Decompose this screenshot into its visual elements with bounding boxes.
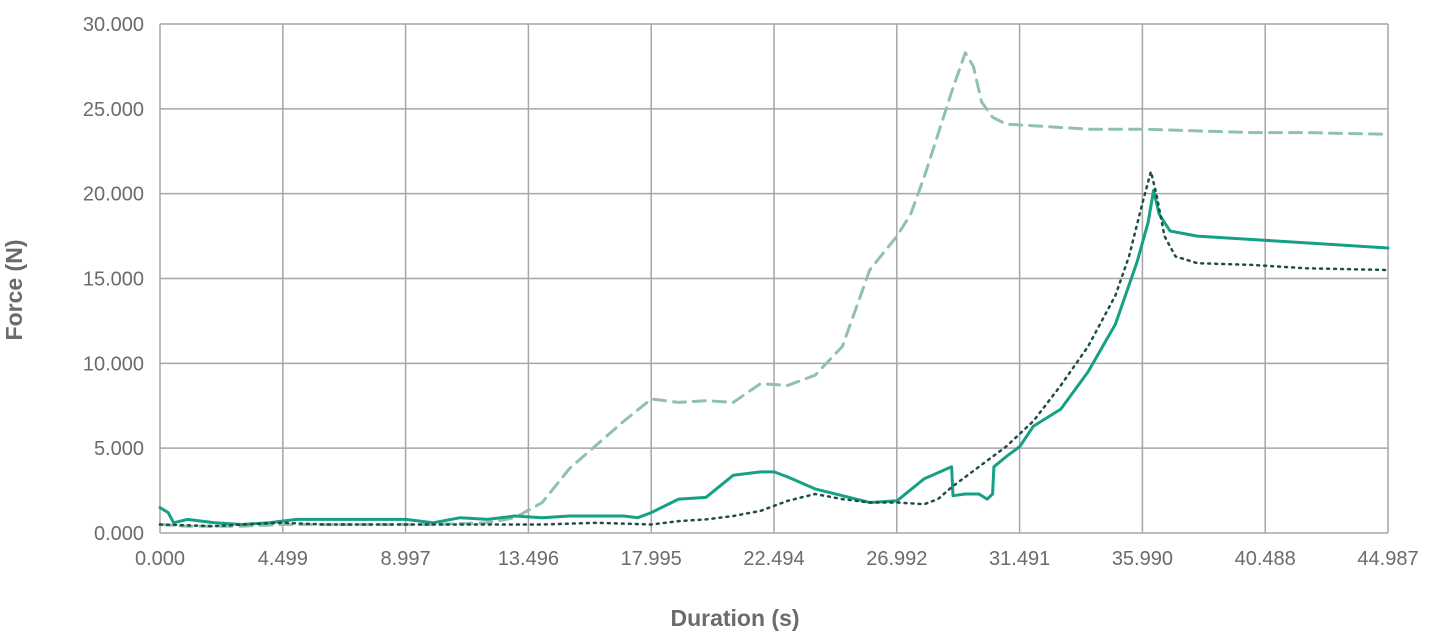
y-tick-label: 0.000: [94, 523, 144, 545]
y-tick-label: 10.000: [83, 353, 144, 375]
x-tick-label: 17.995: [621, 548, 682, 570]
x-tick-label: 8.997: [381, 548, 431, 570]
y-tick-label: 5.000: [94, 438, 144, 460]
x-tick-label: 0.000: [135, 548, 185, 570]
x-tick-label: 4.499: [258, 548, 308, 570]
x-tick-label: 22.494: [743, 548, 804, 570]
x-tick-label: 40.488: [1235, 548, 1296, 570]
series-line-dashed: [158, 51, 1390, 528]
y-axis-title: Force (N): [1, 240, 27, 341]
x-tick-labels: 0.000 4.499 8.997 13.496 17.995 22.494 26.992 3…: [135, 548, 1419, 570]
x-tick-label: 31.491: [989, 548, 1050, 570]
y-tick-label: 15.000: [83, 269, 144, 291]
x-tick-label: 13.496: [498, 548, 559, 570]
x-tick-label: 35.990: [1112, 548, 1173, 570]
series-line-solid: [158, 188, 1390, 526]
x-tick-label: 26.992: [866, 548, 927, 570]
grid: [159, 23, 1389, 534]
y-tick-label: 20.000: [83, 184, 144, 206]
series-lines: [158, 51, 1390, 528]
y-tick-label: 25.000: [83, 99, 144, 121]
series-line-dotted: [158, 170, 1390, 528]
y-tick-labels: 0.000 5.000 10.000 15.000 20.000 25.000 30.000: [83, 14, 144, 545]
x-axis-title: Duration (s): [670, 605, 799, 631]
x-tick-label: 44.987: [1357, 548, 1418, 570]
y-tick-label: 30.000: [83, 14, 144, 36]
